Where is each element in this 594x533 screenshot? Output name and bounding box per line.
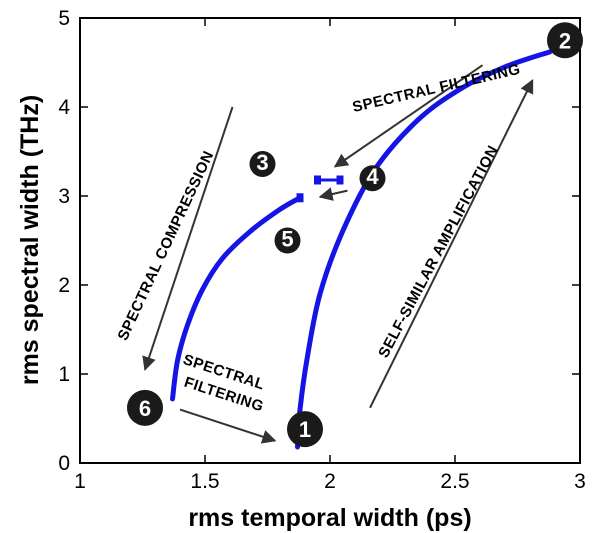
annotation-text: SPECTRAL COMPRESSION bbox=[114, 148, 217, 343]
y-tick-label: 5 bbox=[58, 7, 70, 30]
x-tick-label: 1.5 bbox=[190, 470, 219, 493]
badge-1 bbox=[287, 411, 323, 448]
badge-4 bbox=[359, 165, 386, 192]
y-axis-title: rms spectral width (THz) bbox=[16, 95, 44, 385]
x-tick-label: 3 bbox=[574, 470, 586, 493]
series-line-compression bbox=[170, 195, 303, 402]
x-tick-label: 2 bbox=[324, 470, 336, 493]
axis-ticks bbox=[79, 17, 581, 464]
y-tick-label: 3 bbox=[58, 185, 70, 208]
badge-label: 4 bbox=[366, 164, 379, 189]
x-tick-labels: 1 1.5 2 2.5 3 bbox=[74, 470, 586, 493]
annotation-text: SELF-SIMILAR AMPLIFICATION bbox=[375, 143, 502, 361]
arrow bbox=[333, 64, 484, 168]
badge-label: 6 bbox=[139, 396, 151, 421]
arrow bbox=[369, 79, 534, 409]
arrow bbox=[318, 187, 348, 201]
x-tick-label: 1 bbox=[74, 470, 86, 493]
series-line-amplification bbox=[295, 49, 553, 450]
arrow-group bbox=[142, 64, 534, 444]
badge-label: 1 bbox=[299, 417, 311, 442]
badge-label: 3 bbox=[256, 150, 268, 175]
y-tick-labels: 0 1 2 3 4 5 bbox=[58, 7, 70, 475]
y-tick-label: 1 bbox=[58, 363, 70, 386]
y-tick-label: 4 bbox=[58, 96, 70, 119]
badge-label: 5 bbox=[281, 227, 293, 252]
series-group bbox=[170, 49, 553, 450]
marker-5 bbox=[296, 193, 304, 203]
badge-5 bbox=[274, 227, 301, 254]
badge-2 bbox=[547, 22, 583, 59]
marker-group bbox=[296, 175, 344, 203]
badge-label: 2 bbox=[559, 28, 571, 53]
y-tick-label: 2 bbox=[58, 274, 70, 297]
arrow bbox=[179, 408, 277, 444]
badge-3 bbox=[249, 150, 276, 177]
x-axis-title: rms temporal width (ps) bbox=[188, 504, 471, 532]
arrow bbox=[142, 106, 234, 371]
badge-group: 1 2 3 4 5 6 bbox=[127, 22, 583, 448]
x-tick-label: 2.5 bbox=[440, 470, 469, 493]
y-tick-label: 0 bbox=[58, 452, 70, 475]
badge-6 bbox=[127, 389, 163, 426]
